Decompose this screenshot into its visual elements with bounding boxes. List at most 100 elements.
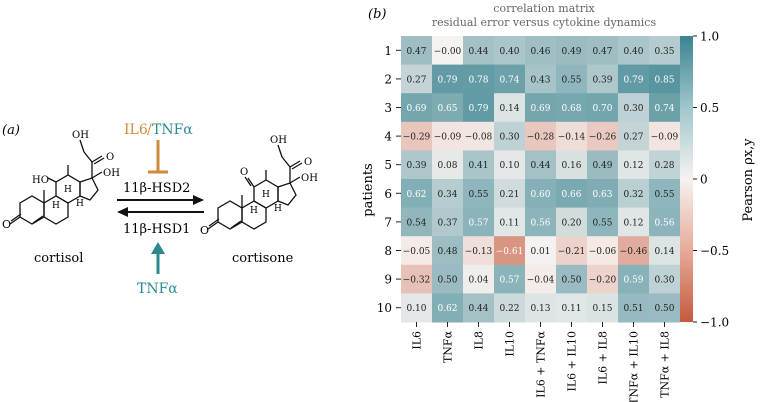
- row-tick-label: 9: [384, 273, 392, 287]
- cell-value-label: 0.55: [468, 190, 488, 200]
- heatmap-cell: [649, 64, 681, 94]
- heatmap-cell: [587, 207, 619, 237]
- heatmap-cell: [525, 93, 557, 123]
- heatmap-cell: [432, 207, 464, 237]
- cell-value-label: 0.08: [437, 161, 457, 171]
- cell-value-label: 0.35: [654, 47, 674, 57]
- column-tick-label: IL6 + TNFα: [535, 330, 548, 397]
- cell-value-label: 0.60: [530, 190, 550, 200]
- heatmap-cell: [463, 293, 495, 323]
- heatmap-cell: [463, 179, 495, 209]
- heatmap-cell: [494, 93, 526, 123]
- cell-value-label: 0.63: [592, 190, 612, 200]
- cortisone-label: cortisone: [232, 251, 294, 266]
- heatmap-cell: [401, 179, 433, 209]
- cell-value-label: 0.50: [437, 276, 457, 286]
- cortisol-structure: [9, 139, 105, 225]
- cell-value-label: 0.46: [530, 47, 550, 57]
- cell-value-label: 0.27: [406, 75, 426, 85]
- cell-value-label: 0.62: [437, 304, 457, 314]
- heatmap-cell: [525, 207, 557, 237]
- cell-value-label: −0.29: [403, 133, 431, 143]
- cell-value-label: −0.09: [651, 133, 679, 143]
- heatmap-cell: [463, 93, 495, 123]
- inhibitor-slash: /: [147, 122, 152, 138]
- y-axis-label: patients: [361, 163, 376, 216]
- heatmap-cell: [525, 150, 557, 180]
- heatmap-cell: [556, 121, 588, 151]
- cortisol-h-atom-3: H: [76, 199, 84, 209]
- cell-value-label: 0.68: [561, 104, 581, 114]
- heatmap-cell: [432, 121, 464, 151]
- panel-b: (b) correlation matrix residual error ve…: [361, 2, 756, 402]
- heatmap-cell: [649, 179, 681, 209]
- cell-value-label: 0.70: [592, 104, 612, 114]
- colorbar-tick-label: −0.5: [700, 244, 729, 258]
- enzyme-hsd2-label: 11β-HSD2: [123, 181, 190, 196]
- heatmap-cell: [494, 36, 526, 66]
- panel-a: (a) IL6 / TNFα 11β-HSD2 11β-HSD1 TNFα: [2, 122, 318, 297]
- heatmap-cell: [618, 93, 650, 123]
- heatmap-cell: [618, 293, 650, 323]
- heatmap-cell: [525, 236, 557, 266]
- enzyme-hsd1-label: 11β-HSD1: [123, 222, 190, 237]
- cell-value-label: 0.13: [530, 304, 550, 314]
- cortisone-oh-atom-right: OH: [301, 173, 318, 184]
- cell-value-label: 0.65: [437, 104, 457, 114]
- cell-value-label: 0.11: [499, 218, 519, 228]
- column-tick-label: TNFα + IL8: [659, 331, 672, 398]
- heatmap-cell: [649, 264, 681, 294]
- cell-value-label: 0.28: [654, 161, 674, 171]
- heatmap-cell: [587, 293, 619, 323]
- cell-value-label: −0.08: [465, 133, 493, 143]
- cell-value-label: 0.39: [406, 161, 426, 171]
- cell-value-label: 0.10: [406, 304, 426, 314]
- cell-value-label: 0.57: [499, 276, 519, 286]
- colorbar-tick-label: 0.5: [700, 101, 719, 115]
- heatmap-cell: [556, 179, 588, 209]
- heatmap-cell: [432, 179, 464, 209]
- cell-value-label: 0.48: [437, 247, 457, 257]
- heatmap-cell: [587, 36, 619, 66]
- cell-value-label: 0.47: [406, 47, 426, 57]
- colorbar-tick-label: −1.0: [700, 316, 729, 330]
- cortisol-o-atom: O: [2, 218, 11, 231]
- heatmap-cell: [649, 93, 681, 123]
- cell-value-label: 0.14: [654, 247, 674, 257]
- cell-value-label: 0.69: [530, 104, 550, 114]
- cell-value-label: −0.05: [403, 247, 431, 257]
- row-tick-label: 1: [384, 44, 392, 58]
- cell-value-label: 0.39: [592, 75, 612, 85]
- cell-value-label: 0.55: [561, 75, 581, 85]
- column-tick-label: TNFα: [442, 330, 455, 363]
- heatmap-cell: [401, 207, 433, 237]
- cell-value-label: 0.22: [499, 304, 519, 314]
- cell-value-label: 0.27: [623, 133, 643, 143]
- column-tick-label: TNFα + IL10: [628, 331, 641, 402]
- row-tick-label: 3: [384, 101, 392, 115]
- row-tick-label: 10: [377, 301, 392, 315]
- column-tick-labels: IL6 TNFα IL8 IL10 IL6 + TNFα IL6 + IL10 IL6 + …: [411, 322, 672, 402]
- heatmap-cell: [556, 93, 588, 123]
- cortisone-h-atom-2: H: [262, 190, 270, 200]
- cell-value-label: −0.06: [589, 247, 617, 257]
- heatmap-cell: [432, 64, 464, 94]
- cell-value-label: 0.12: [623, 218, 643, 228]
- heatmap-cell: [587, 64, 619, 94]
- heatmap-cell: [649, 236, 681, 266]
- cell-value-label: −0.14: [558, 133, 586, 143]
- cell-value-label: 0.11: [561, 304, 581, 314]
- cell-value-label: 0.79: [623, 75, 643, 85]
- cell-value-label: −0.32: [403, 276, 431, 286]
- heatmap-cells: [401, 36, 681, 323]
- cell-value-label: 0.54: [406, 218, 426, 228]
- cell-value-label: 0.30: [654, 276, 674, 286]
- inhibition-arrow: [148, 140, 168, 174]
- heatmap-cell: [587, 150, 619, 180]
- cell-value-label: 0.04: [468, 276, 488, 286]
- cortisone-structure: [207, 144, 303, 230]
- cortisone-ketone-o-atom: O: [304, 157, 312, 168]
- heatmap-cell: [463, 207, 495, 237]
- cell-value-label: 0.57: [468, 218, 488, 228]
